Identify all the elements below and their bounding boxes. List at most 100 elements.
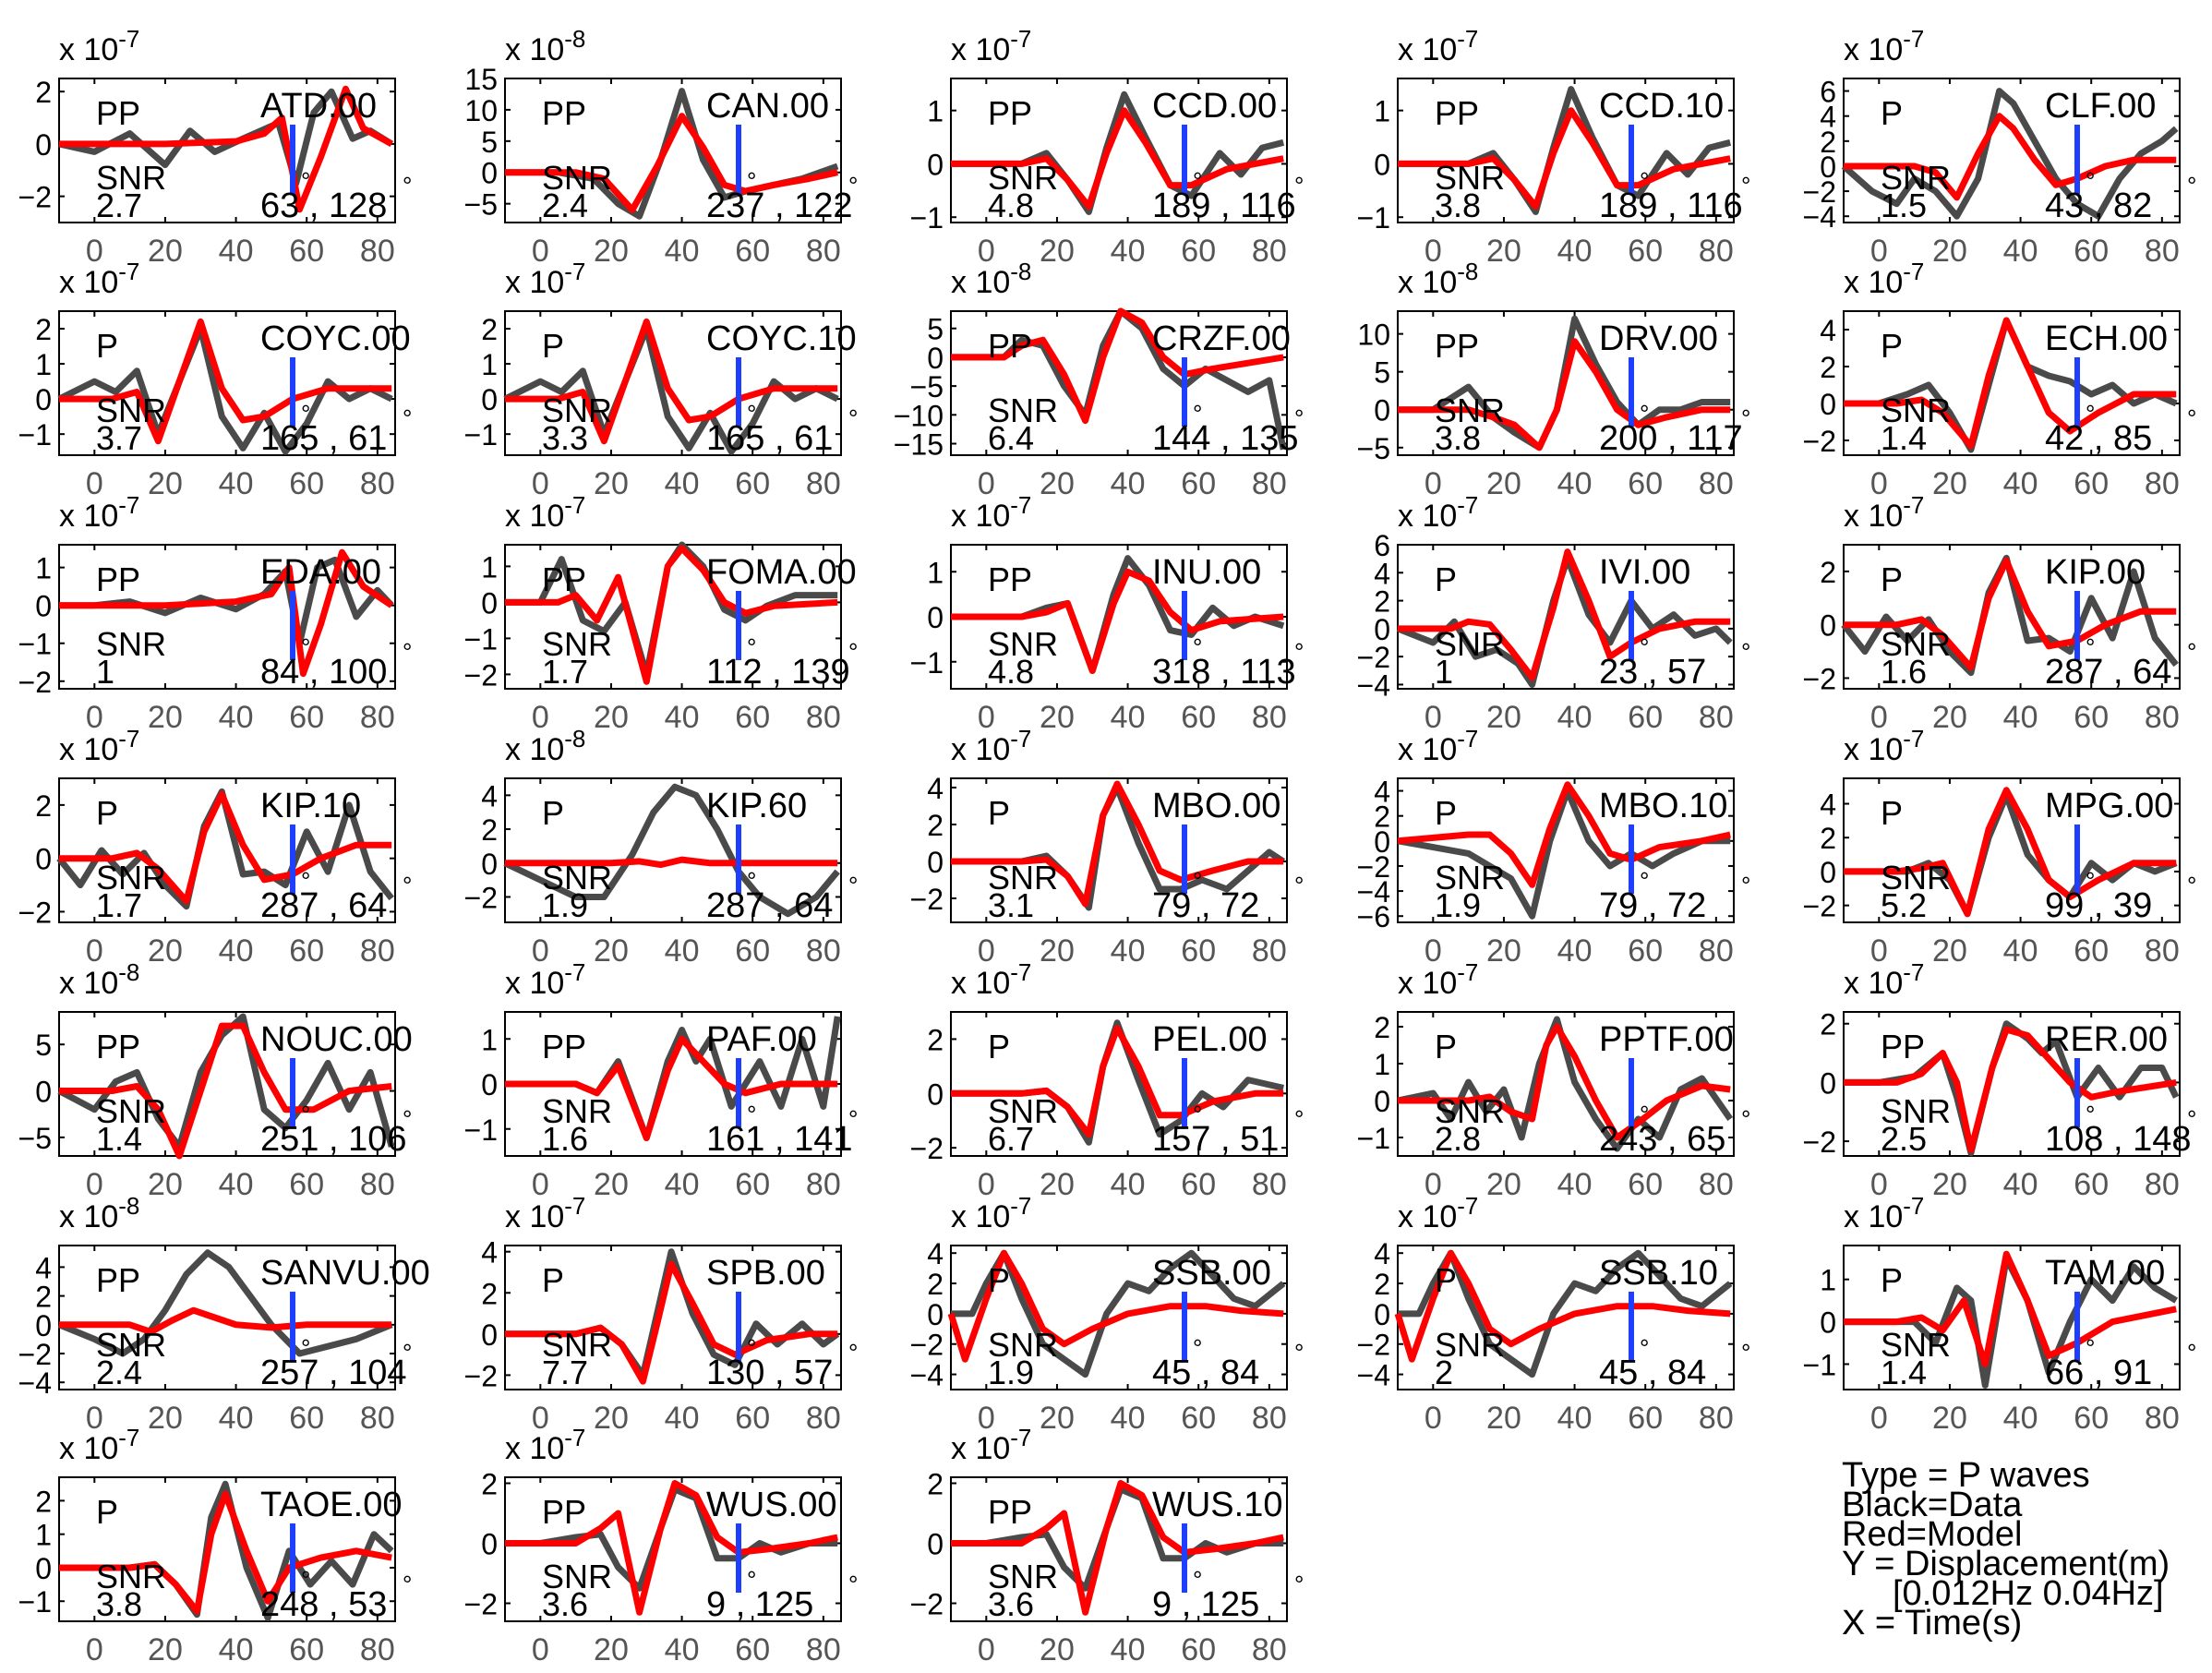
snr-label: SNR <box>1881 159 1951 197</box>
y-tick-label: −1 <box>18 628 52 661</box>
azimuth-distance-label: 23 , 57 <box>1599 653 1706 692</box>
azimuth-distance-label: 189 , 116 <box>1599 187 1743 225</box>
y-tick-label: 0 <box>481 1528 498 1561</box>
degree-sign: ° <box>747 1334 756 1362</box>
y-tick-label: −2 <box>18 666 52 699</box>
y-tick-label: 1 <box>1374 95 1390 128</box>
degree-sign: ° <box>1193 867 1202 895</box>
y-tick-label: 2 <box>1820 556 1836 589</box>
legend-model: Red=Model <box>1842 1515 2022 1554</box>
station-label: RER.00 <box>2045 1020 2168 1059</box>
x-tick-label: 60 <box>2074 1167 2109 1202</box>
y-tick-label: 0 <box>481 157 498 190</box>
model-trace <box>1844 787 2177 918</box>
degree-sign: ° <box>2086 633 2095 661</box>
x-tick-label: 0 <box>978 1167 995 1202</box>
phase-label: P <box>1435 1261 1457 1299</box>
x-tick-label: 80 <box>360 1401 395 1436</box>
x-tick-label: 20 <box>1932 234 1967 269</box>
y-tick-label: −4 <box>1357 1359 1390 1392</box>
snr-value: 2 <box>1435 1354 1453 1391</box>
degree-sign: ° <box>301 867 310 895</box>
snr-value: 3.3 <box>542 419 588 457</box>
plot-frame <box>504 78 842 223</box>
y-tick-label: 4 <box>1820 101 1836 134</box>
y-tick-label: 0 <box>35 843 52 876</box>
x-tick-label: 40 <box>219 234 254 269</box>
degree-sign: ° <box>1294 172 1304 199</box>
station-label: WUS.00 <box>706 1486 836 1524</box>
azimuth-distance-label: 79 , 72 <box>1152 886 1259 925</box>
x-tick-label: 60 <box>1181 1632 1216 1667</box>
x-tick-label: 40 <box>1111 700 1146 735</box>
snr-label: SNR <box>1881 1326 1951 1364</box>
y-tick-label: 1 <box>1820 1264 1836 1297</box>
x-tick-label: 60 <box>1628 466 1663 501</box>
azimuth-distance-label: 9 , 125 <box>706 1585 813 1624</box>
snr-value: 1.7 <box>96 886 142 924</box>
x-tick-label: 80 <box>1699 234 1734 269</box>
snr-value: 3.8 <box>1435 419 1481 457</box>
azimuth-distance-label: 108 , 148 <box>2045 1120 2191 1159</box>
y-tick-label: 5 <box>35 1029 52 1062</box>
x-tick-label: 20 <box>1040 234 1075 269</box>
snr-value: 1.5 <box>1881 187 1927 224</box>
phase-label: PP <box>1435 94 1479 132</box>
model-trace <box>505 318 838 445</box>
y-tick-label: 0 <box>1374 1298 1390 1331</box>
degree-sign: ° <box>1193 633 1202 661</box>
phase-label: PP <box>96 560 140 598</box>
x-tick-label: 40 <box>2003 1401 2038 1436</box>
degree-sign: ° <box>848 1105 858 1133</box>
station-label: MBO.00 <box>1152 787 1280 825</box>
y-tick-label: 15 <box>464 63 498 96</box>
phase-label: PP <box>542 560 586 598</box>
y-tick-label: −1 <box>910 646 944 680</box>
y-tick-label: −2 <box>1803 890 1836 923</box>
station-label: IVI.00 <box>1599 553 1690 592</box>
phase-label: PP <box>96 1028 140 1065</box>
degree-sign: ° <box>1640 867 1649 895</box>
phase-label: P <box>1435 1028 1457 1065</box>
degree-sign: ° <box>403 404 412 432</box>
degree-sign: ° <box>1741 638 1750 666</box>
snr-value: 1.9 <box>1435 886 1481 924</box>
x-tick-label: 60 <box>735 933 770 969</box>
x-tick-label: 60 <box>1181 1401 1216 1436</box>
y-tick-label: 2 <box>1820 1008 1836 1041</box>
x-tick-label: 40 <box>219 700 254 735</box>
snr-label: SNR <box>1881 391 1951 429</box>
y-tick-label: −1 <box>18 1585 52 1619</box>
snr-value: 7.7 <box>542 1354 588 1391</box>
x-tick-label: 40 <box>1557 933 1593 969</box>
snr-label: SNR <box>542 1326 612 1364</box>
y-tick-label: −4 <box>1357 875 1390 909</box>
phase-label: PP <box>542 94 586 132</box>
y-tick-label: 2 <box>35 1281 52 1314</box>
degree-sign: ° <box>747 1566 756 1594</box>
x-tick-label: 20 <box>1486 1167 1521 1202</box>
y-tick-label: −5 <box>910 370 944 403</box>
x-tick-label: 40 <box>1557 466 1593 501</box>
snr-value: 2.4 <box>542 187 588 224</box>
x-tick-label: 80 <box>360 700 395 735</box>
y-scale-exponent: x 10-8 <box>951 258 1031 300</box>
y-tick-label: 0 <box>481 383 498 416</box>
station-label: NOUC.00 <box>260 1020 413 1059</box>
model-trace <box>951 1480 1284 1616</box>
y-scale-exponent: x 10-8 <box>505 725 585 767</box>
x-tick-label: 20 <box>1040 933 1075 969</box>
degree-sign: ° <box>1640 1334 1649 1362</box>
degree-sign: ° <box>403 872 412 899</box>
y-tick-label: 2 <box>927 1023 944 1056</box>
station-label: PPTF.00 <box>1599 1020 1734 1059</box>
y-scale-exponent: x 10-8 <box>59 958 139 1001</box>
y-scale-exponent: x 10-7 <box>1844 25 1924 67</box>
station-label: KIP.00 <box>2045 553 2146 592</box>
degree-sign: ° <box>1640 1101 1649 1128</box>
